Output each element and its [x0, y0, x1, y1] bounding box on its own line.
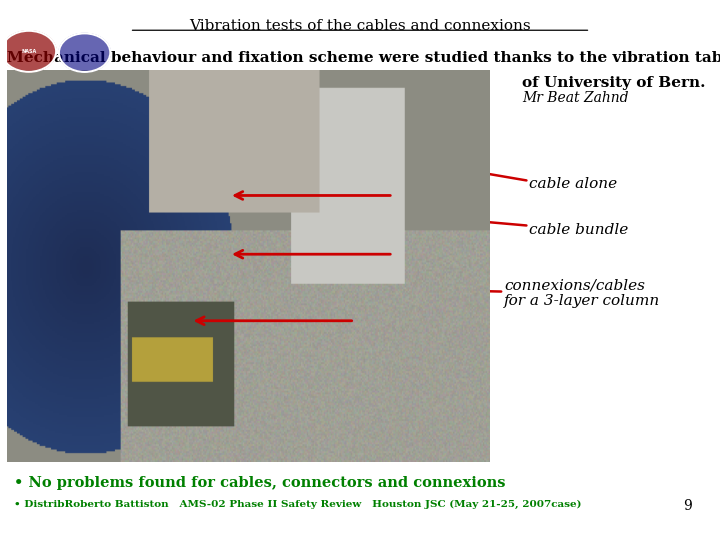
Circle shape	[59, 33, 110, 72]
Circle shape	[1, 31, 56, 72]
Text: • DistribRoberto Battiston   AMS-02 Phase II Safety Review   Houston JSC (May 21: • DistribRoberto Battiston AMS-02 Phase …	[14, 500, 582, 509]
Text: NASA: NASA	[21, 49, 37, 54]
Text: 9: 9	[683, 500, 692, 514]
Text: Mr Beat Zahnd: Mr Beat Zahnd	[522, 91, 629, 105]
Text: Mechanical behaviour and fixation scheme were studied thanks to the vibration ta: Mechanical behaviour and fixation scheme…	[7, 51, 720, 65]
Text: Vibration tests of the cables and connexions: Vibration tests of the cables and connex…	[189, 19, 531, 33]
Text: cable bundle: cable bundle	[529, 223, 629, 237]
Text: cable alone: cable alone	[529, 177, 617, 191]
Text: connexions/cables
for a 3-layer column: connexions/cables for a 3-layer column	[504, 278, 660, 308]
Text: of University of Bern.: of University of Bern.	[522, 76, 706, 90]
Text: • No problems found for cables, connectors and connexions: • No problems found for cables, connecto…	[14, 476, 506, 490]
